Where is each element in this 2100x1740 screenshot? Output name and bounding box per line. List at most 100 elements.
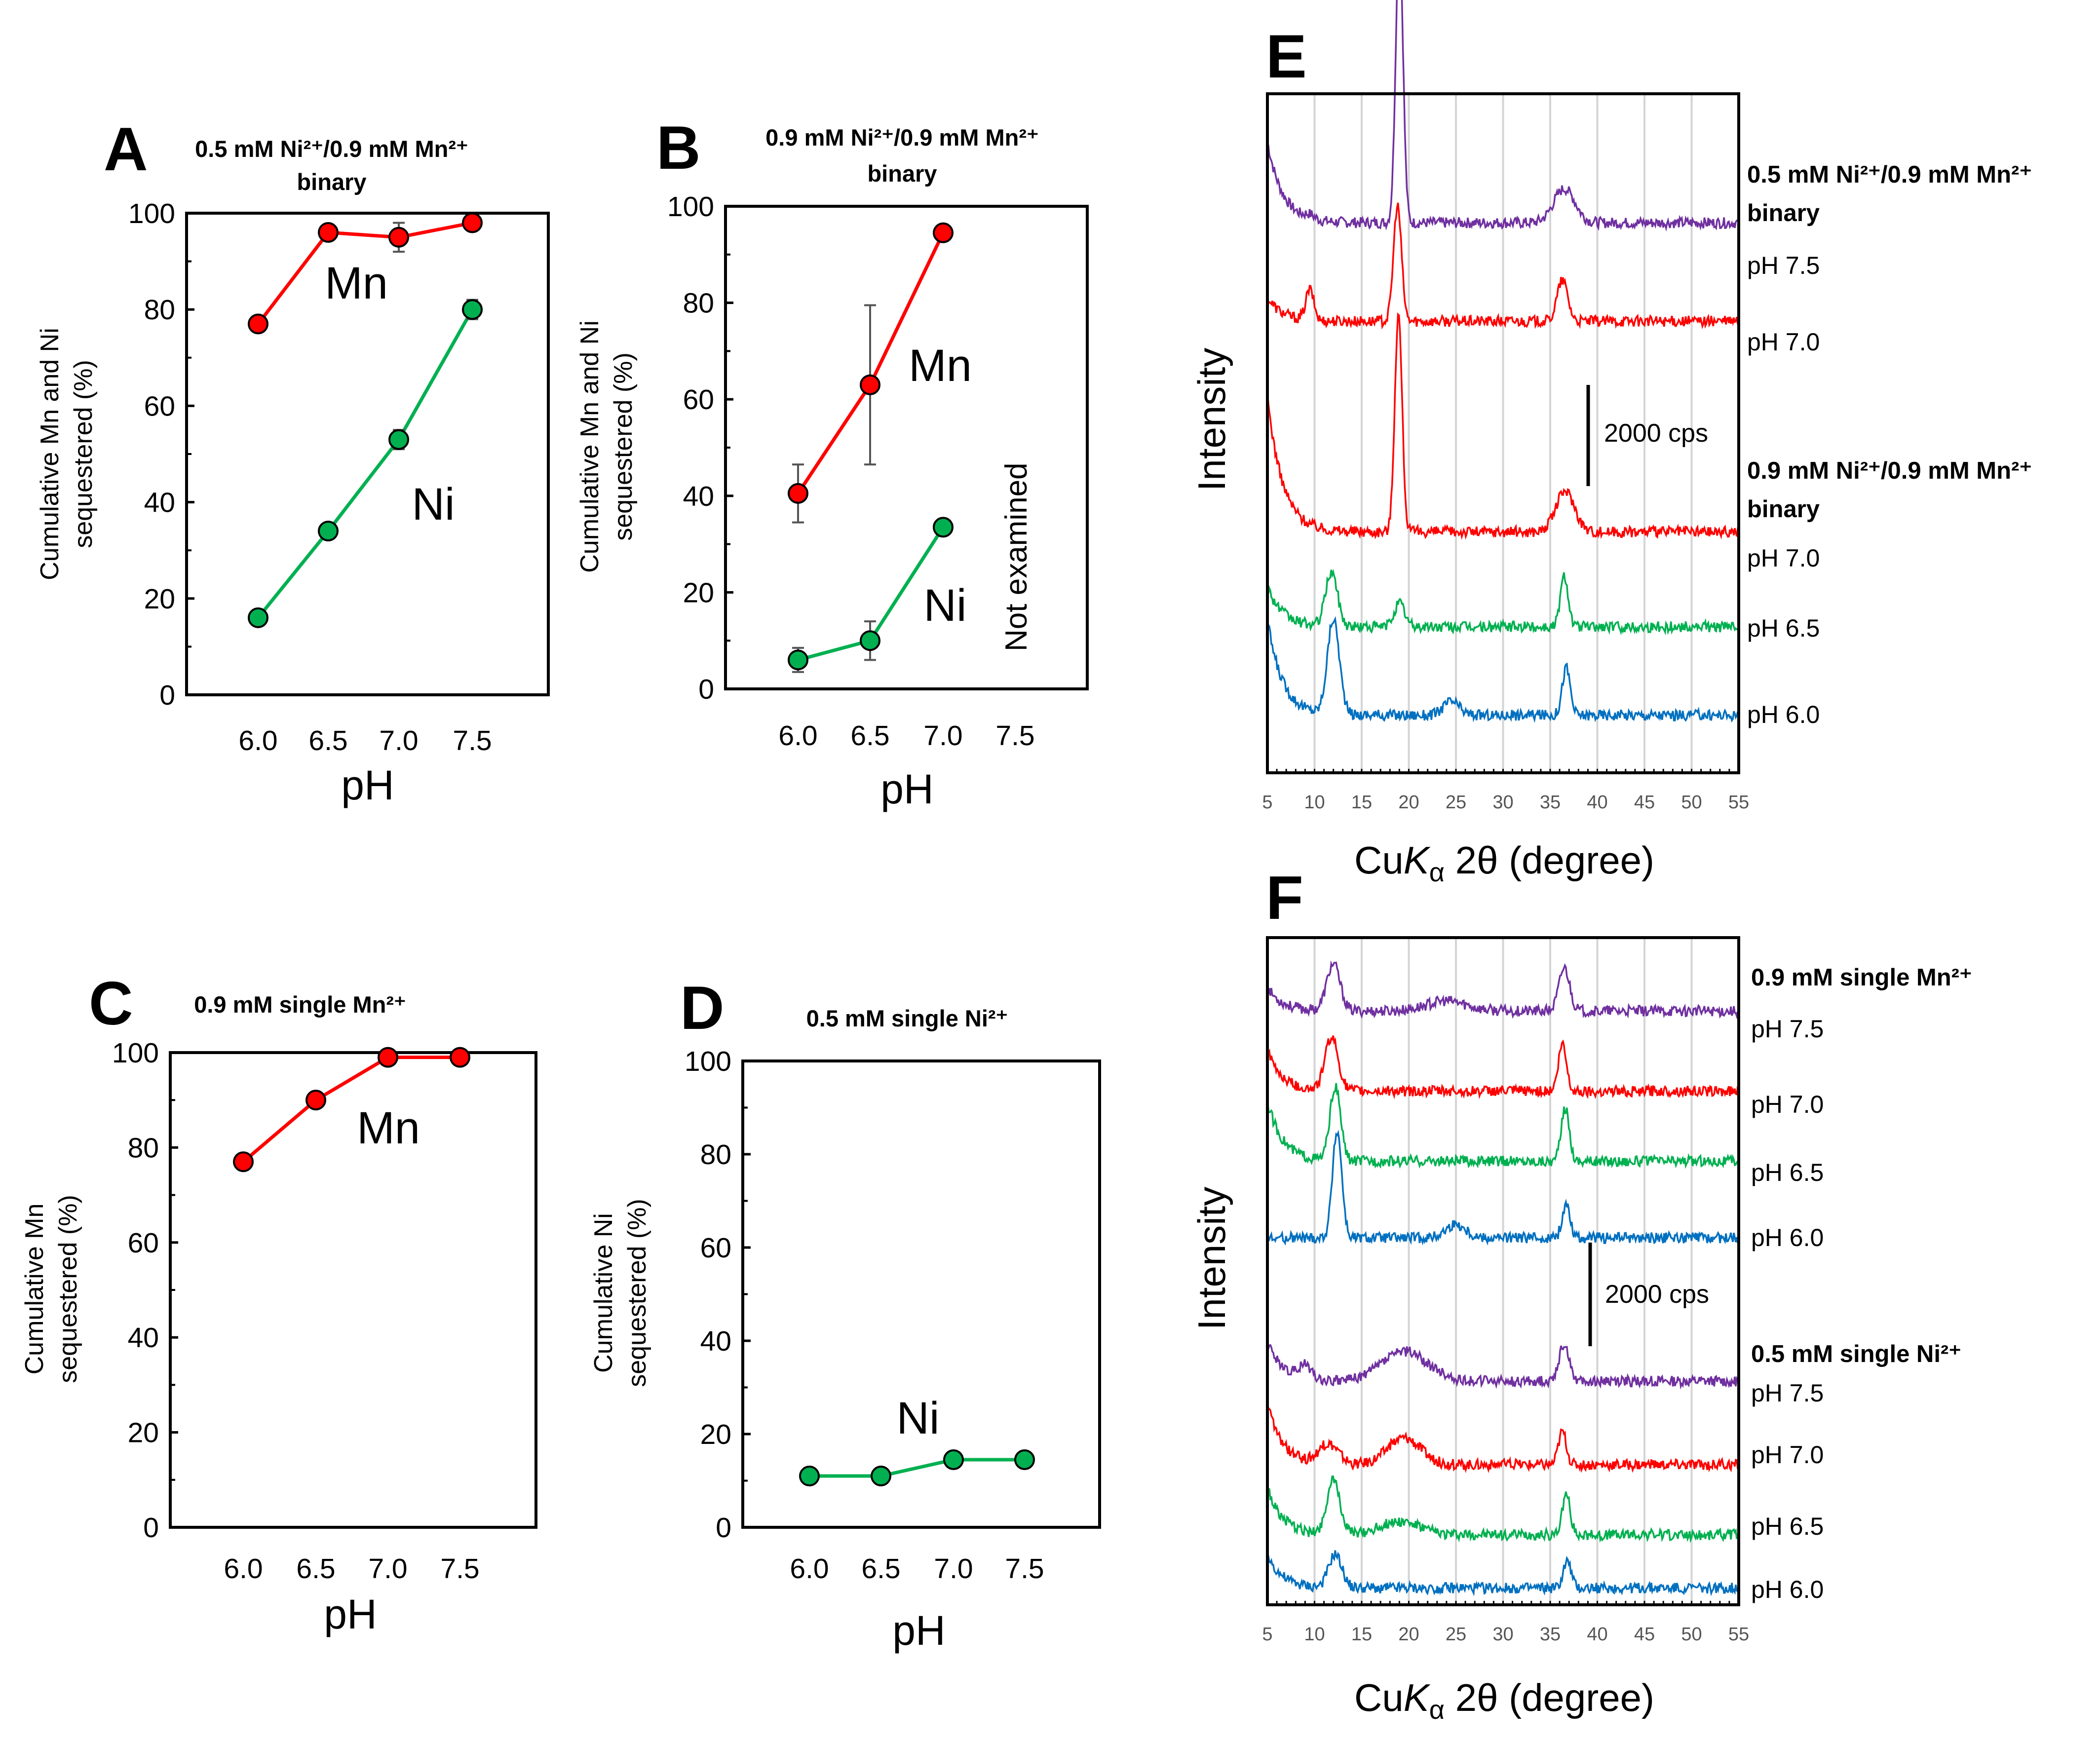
panel-c-mn-label: Mn	[357, 1103, 420, 1153]
xrd-pattern-ph7.5	[1266, 1344, 1740, 1390]
y-tick-label: 0	[716, 1512, 731, 1544]
xrd-pattern-ph6.5	[1266, 568, 1739, 636]
y-tick-label: 100	[112, 1037, 159, 1069]
x-tick-label: 7.0	[379, 725, 418, 757]
panel-a-ylabel-line2: sequestered (%)	[69, 360, 98, 548]
y-tick-label: 40	[144, 487, 175, 519]
y-tick-label: 80	[144, 294, 175, 326]
x-tick-label: 6.0	[778, 720, 817, 752]
panel-a: A 0.5 mM Ni²⁺/0.9 mM Mn²⁺ binary 0 20 40 60…	[36, 115, 550, 808]
panel-e-xrd-plot: 5 10 15 20 25 30 35 40 45 50 55	[1262, 0, 1749, 813]
xrd-pattern-ph7.0	[1266, 202, 1740, 330]
xrd-x-tick-label: 35	[1540, 792, 1561, 813]
data-point-mn	[378, 1047, 398, 1068]
panel-c-ylabel-line2: sequestered (%)	[54, 1195, 82, 1383]
panel-e-ph-labels: pH 7.5 pH 7.0 pH 7.0 pH 6.5 pH 6.0	[1747, 252, 1820, 728]
panel-d-series	[799, 1449, 1035, 1487]
data-point-mn	[388, 227, 409, 248]
xrd-ph-label: pH 7.0	[1751, 1441, 1824, 1469]
data-point-mn	[933, 222, 954, 243]
x-tick-label: 7.0	[923, 720, 962, 752]
x-tick-label: 7.5	[453, 725, 492, 757]
panel-e-ylabel: Intensity	[1190, 348, 1233, 491]
xrd-x-tick-label: 55	[1728, 1624, 1749, 1645]
data-point-ni	[388, 429, 409, 450]
xrd-x-tick-label: 10	[1304, 792, 1325, 813]
x-tick-label: 6.0	[790, 1553, 829, 1585]
y-tick-label: 100	[128, 198, 175, 229]
xrd-x-tick-label: 50	[1681, 1624, 1702, 1645]
xrd-ph-label: pH 7.5	[1747, 252, 1820, 279]
panel-e-group1-line2: binary	[1747, 200, 1820, 227]
xrd-ph-label: pH 6.0	[1747, 701, 1820, 728]
x-tick-label: 7.0	[934, 1553, 973, 1585]
panel-b-not-examined: Not examined	[999, 462, 1033, 651]
xrd-ph-label: pH 7.0	[1747, 328, 1820, 356]
y-tick-label: 40	[700, 1325, 731, 1357]
panel-a-ylabel-line1: Cumulative Mn and Ni	[36, 328, 64, 580]
x-tick-label: 6.5	[308, 725, 347, 757]
y-tick-label: 0	[159, 680, 175, 711]
xrd-pattern-ph6.0	[1266, 1130, 1740, 1246]
panel-d-ylabel-line2: sequestered (%)	[623, 1199, 651, 1387]
data-point-ni	[799, 1466, 820, 1487]
y-tick-label: 80	[128, 1132, 159, 1164]
xrd-x-tick-label: 25	[1446, 1624, 1466, 1645]
y-tick-label: 80	[700, 1139, 731, 1171]
xrd-ph-label: pH 7.0	[1747, 544, 1820, 572]
panel-f-ylabel: Intensity	[1190, 1187, 1233, 1330]
data-point-mn	[788, 483, 808, 504]
data-point-mn	[860, 374, 880, 395]
panel-f-xlabel: CuKα 2θ (degree)	[1354, 1676, 1654, 1725]
panel-a-xlabel: pH	[341, 762, 394, 808]
x-tick-label: 7.5	[995, 720, 1034, 752]
xrd-pattern-ph6.5	[1266, 1475, 1740, 1544]
panel-f-plot-frame	[1266, 936, 1740, 1606]
panel-c: C 0.9 mM single Mn²⁺ 0 20 40 60 80 100 6.0 6.5 7…	[20, 970, 537, 1637]
xrd-pattern-ph7.5	[1266, 960, 1740, 1020]
panel-d-xlabel: pH	[892, 1607, 945, 1654]
panel-a-title-line1: 0.5 mM Ni²⁺/0.9 mM Mn²⁺	[195, 136, 468, 162]
panel-f-scale-label: 2000 cps	[1605, 1280, 1709, 1309]
panel-d-ticks: 0 20 40 60 80 100 6.0 6.5 7.0 7.5	[685, 1046, 1044, 1585]
xrd-ph-label: pH 6.0	[1751, 1224, 1824, 1251]
panel-a-letter: A	[104, 115, 148, 184]
x-tick-label: 6.0	[238, 725, 277, 757]
panel-e-group1-line1: 0.5 mM Ni²⁺/0.9 mM Mn²⁺	[1747, 161, 2032, 188]
panel-d-plot-frame	[741, 1059, 1101, 1529]
xrd-ph-label: pH 6.5	[1747, 614, 1820, 642]
data-point-ni	[1014, 1449, 1035, 1470]
panel-c-letter: C	[89, 970, 133, 1038]
xrd-pattern-ph6.5	[1266, 1083, 1740, 1169]
xrd-x-tick-label: 15	[1351, 1624, 1372, 1645]
data-point-ni	[871, 1466, 891, 1487]
xrd-pattern-ph7.0	[1266, 1035, 1740, 1099]
panel-f-group2-line1: 0.5 mM single Ni²⁺	[1751, 1341, 1961, 1367]
data-point-mn	[233, 1151, 254, 1173]
y-tick-label: 40	[683, 481, 714, 512]
panel-b-ni-label: Ni	[924, 580, 967, 631]
panel-f-letter: F	[1266, 864, 1303, 932]
x-tick-label: 7.0	[368, 1553, 407, 1585]
data-point-mn	[248, 313, 268, 335]
xrd-x-tick-label: 5	[1262, 1624, 1272, 1645]
panel-b-title-line2: binary	[867, 160, 937, 187]
xrd-x-tick-label: 25	[1446, 792, 1466, 813]
x-tick-label: 7.5	[440, 1553, 479, 1585]
xrd-ph-label: pH 7.5	[1751, 1015, 1824, 1043]
xrd-pattern-ph6.0	[1266, 616, 1740, 723]
xrd-pattern-ph7.0	[1266, 312, 1740, 540]
panel-a-title-line2: binary	[297, 169, 366, 195]
panel-b-letter: B	[656, 114, 701, 182]
panel-d-ylabel-line1: Cumulative Ni	[589, 1213, 618, 1373]
panel-c-plot-frame	[169, 1051, 537, 1529]
panel-b-xlabel: pH	[880, 766, 933, 812]
data-point-mn	[318, 222, 339, 243]
y-tick-label: 40	[128, 1322, 159, 1354]
panel-a-ni-label: Ni	[412, 479, 455, 530]
xrd-pattern-ph7.0	[1266, 1405, 1740, 1474]
xrd-x-tick-label: 45	[1634, 792, 1655, 813]
data-point-mn	[462, 212, 483, 233]
panel-c-title-line1: 0.9 mM single Mn²⁺	[194, 991, 406, 1018]
